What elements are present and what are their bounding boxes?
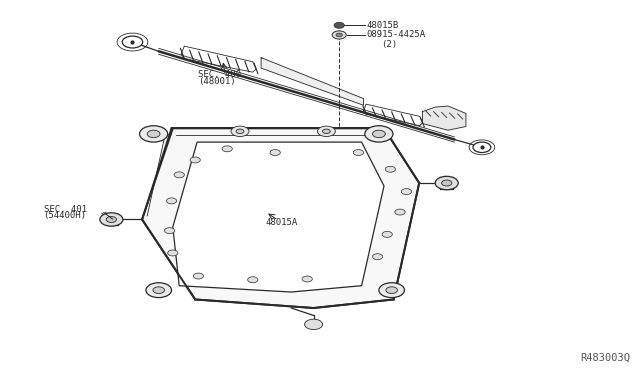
Circle shape — [146, 283, 172, 298]
Text: (2): (2) — [381, 40, 397, 49]
Circle shape — [174, 172, 184, 178]
Circle shape — [222, 146, 232, 152]
Circle shape — [401, 189, 412, 195]
Circle shape — [231, 126, 249, 137]
Circle shape — [317, 126, 335, 137]
Text: 08915-4425A: 08915-4425A — [366, 31, 425, 39]
Circle shape — [323, 129, 330, 134]
Circle shape — [395, 209, 405, 215]
Circle shape — [190, 157, 200, 163]
Text: SEC. 401: SEC. 401 — [44, 205, 86, 214]
Circle shape — [473, 142, 491, 153]
Circle shape — [248, 277, 258, 283]
Circle shape — [100, 213, 123, 226]
Circle shape — [270, 150, 280, 155]
Text: (54400H): (54400H) — [44, 211, 86, 220]
Circle shape — [164, 228, 175, 234]
Circle shape — [153, 287, 164, 294]
Circle shape — [372, 254, 383, 260]
Text: (48001): (48001) — [198, 77, 236, 86]
Circle shape — [106, 217, 116, 222]
Text: 48015B: 48015B — [366, 21, 398, 30]
Polygon shape — [173, 142, 384, 292]
Text: SEC. 480: SEC. 480 — [198, 70, 241, 79]
Circle shape — [168, 250, 178, 256]
Polygon shape — [422, 106, 466, 130]
Circle shape — [332, 31, 346, 39]
Circle shape — [166, 198, 177, 204]
Circle shape — [435, 176, 458, 190]
Circle shape — [385, 166, 396, 172]
Circle shape — [382, 231, 392, 237]
Circle shape — [353, 150, 364, 155]
Circle shape — [379, 283, 404, 298]
Polygon shape — [142, 128, 419, 308]
Polygon shape — [261, 58, 364, 105]
Circle shape — [302, 276, 312, 282]
Circle shape — [305, 319, 323, 330]
Text: R483003Q: R483003Q — [580, 353, 630, 363]
Circle shape — [365, 126, 393, 142]
Circle shape — [236, 129, 244, 134]
Circle shape — [372, 130, 385, 138]
Circle shape — [442, 180, 452, 186]
Text: 48015A: 48015A — [266, 218, 298, 227]
Circle shape — [336, 33, 342, 37]
Circle shape — [334, 22, 344, 28]
Circle shape — [193, 273, 204, 279]
Circle shape — [140, 126, 168, 142]
Circle shape — [386, 287, 397, 294]
Circle shape — [147, 130, 160, 138]
Circle shape — [122, 36, 143, 48]
